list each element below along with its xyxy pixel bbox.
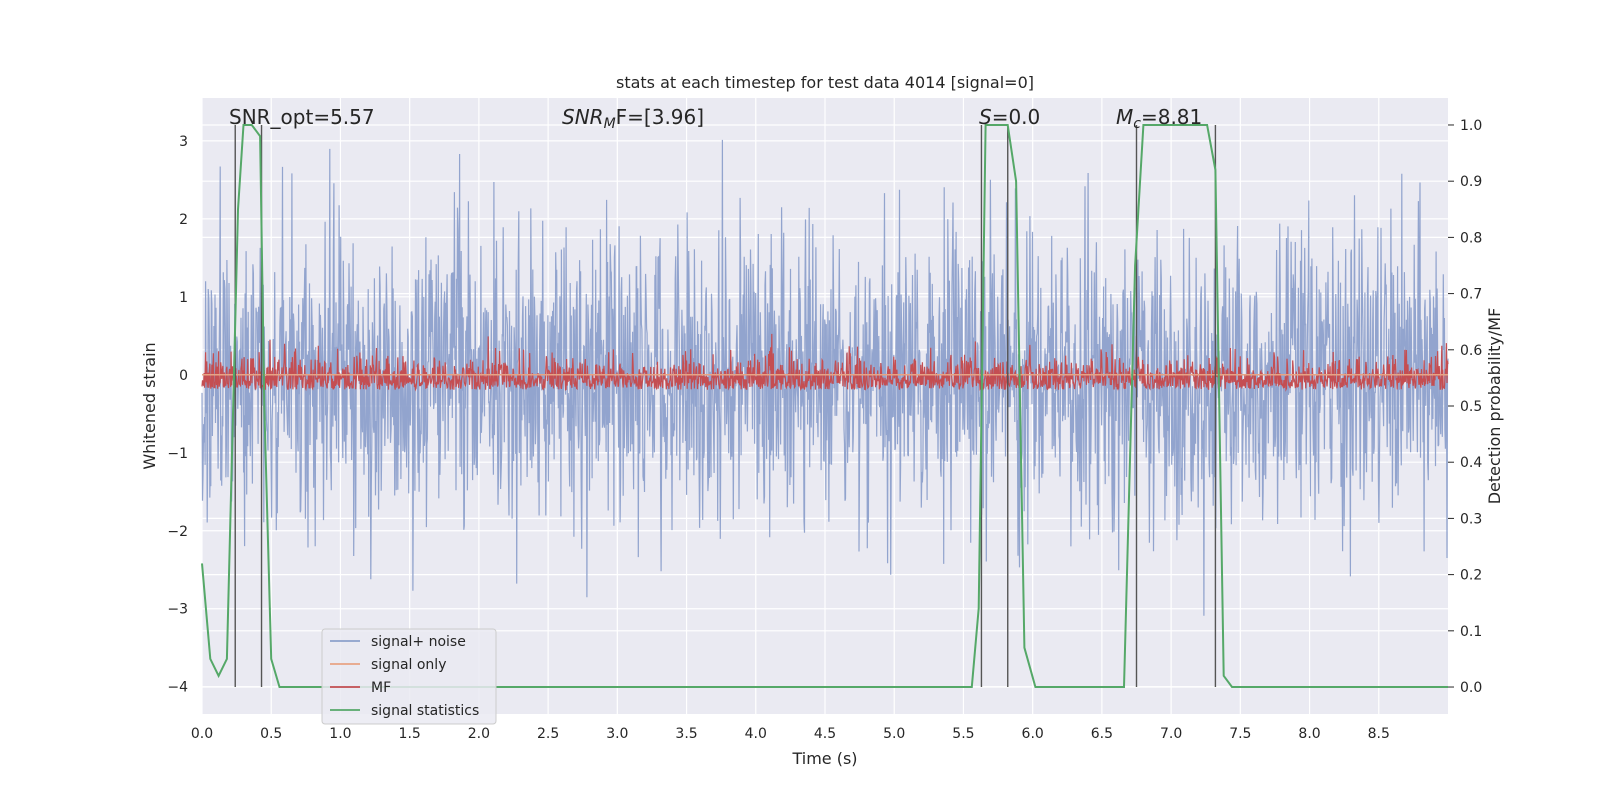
legend-label-signal-plus-noise: signal+ noise xyxy=(371,634,466,650)
legend-label-signal-statistics: signal statistics xyxy=(371,703,479,719)
snr-mf-sub: M xyxy=(604,116,616,132)
y-left-tick-label: −1 xyxy=(167,446,188,462)
x-tick-label: 0.0 xyxy=(191,726,213,742)
y-left-tick-label: 3 xyxy=(179,134,188,150)
y-right-tick-label: 0.7 xyxy=(1460,287,1482,303)
snr-mf-italic: SNR xyxy=(562,105,604,129)
x-tick-label: 8.0 xyxy=(1298,726,1320,742)
x-tick-label: 4.0 xyxy=(745,726,767,742)
annotation-mc: Mc=8.81 xyxy=(1116,105,1202,132)
x-tick-label: 7.5 xyxy=(1229,726,1251,742)
x-tick-label: 6.5 xyxy=(1091,726,1113,742)
y-right-tick-label: 0.0 xyxy=(1460,680,1482,696)
x-tick-label: 2.5 xyxy=(537,726,559,742)
signal-statistics-line xyxy=(201,124,1448,688)
x-tick-label: 7.0 xyxy=(1160,726,1182,742)
y-right-tick-label: 0.6 xyxy=(1460,343,1482,359)
x-tick-label: 2.0 xyxy=(468,726,490,742)
chart-title: stats at each timestep for test data 401… xyxy=(616,73,1034,92)
s-italic: S xyxy=(979,105,992,129)
annotation-snr-opt: SNR_opt=5.57 xyxy=(229,105,375,129)
y-right-tick-label: 0.8 xyxy=(1460,230,1482,246)
series-mf xyxy=(201,333,1449,392)
legend-box xyxy=(321,628,497,725)
x-tick-label: 3.5 xyxy=(675,726,697,742)
y-right-tick-label: 1.0 xyxy=(1460,118,1482,134)
y-left-axis-label: Whitened strain xyxy=(140,342,159,469)
legend: signal+ noise signal only MF signal stat… xyxy=(321,628,497,725)
y-left-tick-label: 0 xyxy=(179,368,188,384)
x-tick-label: 6.0 xyxy=(1022,726,1044,742)
legend-label-signal-only: signal only xyxy=(371,657,446,673)
y-right-axis-label: Detection probability/MF xyxy=(1485,308,1504,505)
mc-sub: c xyxy=(1133,116,1141,132)
y-right-tick-labels: 0.0 0.1 0.2 0.3 0.4 0.5 0.6 0.7 0.8 0.9 1.0 xyxy=(1448,118,1482,696)
y-right-tick-label: 0.4 xyxy=(1460,455,1482,471)
y-left-tick-label: 1 xyxy=(179,290,188,306)
legend-label-mf: MF xyxy=(371,680,391,696)
x-tick-label: 1.5 xyxy=(399,726,421,742)
x-tick-label: 1.0 xyxy=(329,726,351,742)
y-right-tick-label: 0.2 xyxy=(1460,568,1482,584)
x-tick-labels: 0.0 0.5 1.0 1.5 2.0 2.5 3.0 3.5 4.0 4.5 5.0 5.5 6.0 6… xyxy=(191,726,1390,742)
mf-line xyxy=(201,333,1449,392)
y-right-tick-label: 0.9 xyxy=(1460,174,1482,190)
x-tick-label: 3.0 xyxy=(606,726,628,742)
x-tick-label: 5.0 xyxy=(883,726,905,742)
annotation-s: S=0.0 xyxy=(979,105,1040,129)
x-axis-label: Time (s) xyxy=(791,749,857,768)
y-left-tick-label: −2 xyxy=(167,524,188,540)
y-left-tick-label: −4 xyxy=(167,680,188,696)
y-left-tick-labels: −4 −3 −2 −1 0 1 2 3 xyxy=(167,134,188,696)
y-left-tick-label: 2 xyxy=(179,212,188,228)
x-tick-label: 0.5 xyxy=(260,726,282,742)
y-left-tick-label: −3 xyxy=(167,602,188,618)
x-tick-label: 4.5 xyxy=(814,726,836,742)
y-right-tick-label: 0.3 xyxy=(1460,511,1482,527)
snr-mf-rest: F=[3.96] xyxy=(616,105,704,129)
annotation-snr-mf: SNRMF=[3.96] xyxy=(562,105,704,132)
x-tick-label: 8.5 xyxy=(1368,726,1390,742)
mc-rest: =8.81 xyxy=(1141,105,1202,129)
y-right-tick-label: 0.1 xyxy=(1460,624,1482,640)
x-tick-label: 5.5 xyxy=(952,726,974,742)
mc-italic: M xyxy=(1116,105,1133,129)
series-signal-statistics xyxy=(201,124,1448,688)
s-rest: =0.0 xyxy=(992,105,1041,129)
y-right-tick-label: 0.5 xyxy=(1460,399,1482,415)
